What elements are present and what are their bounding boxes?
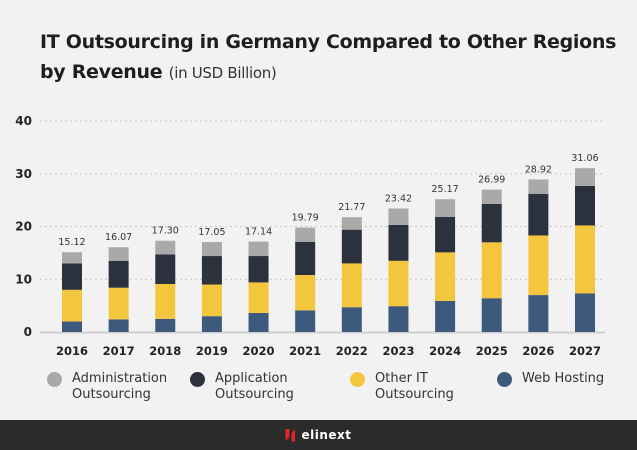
data-label: 17.14 xyxy=(245,227,272,238)
chart-title: IT Outsourcing in Germany Compared to Ot… xyxy=(40,27,637,88)
footer: elinext xyxy=(0,420,637,450)
legend-item-administration: Administration Outsourcing xyxy=(47,371,167,403)
data-label: 17.05 xyxy=(198,227,225,238)
bar-segment xyxy=(481,189,502,204)
bar-segment xyxy=(62,321,82,332)
bar-segment xyxy=(341,263,362,308)
stacked-bar-chart: 0 10 20 30 40 15.12 2016 16.07 2017 17.30 2018 17.0… xyxy=(15,114,605,358)
bar-segment xyxy=(528,193,549,236)
legend-item-application: Application Outsourcing xyxy=(190,371,294,403)
chart-title-text: IT Outsourcing in Germany Compared to Ot… xyxy=(40,31,617,83)
chart-subtitle: (in USD Billion) xyxy=(168,64,277,82)
x-tick-label: 2027 xyxy=(569,344,601,358)
legend-swatch xyxy=(350,372,365,387)
bar-segment xyxy=(528,235,549,296)
bar-segment xyxy=(201,284,222,317)
bar-segment xyxy=(341,217,362,230)
legend-label: Administration Outsourcing xyxy=(72,371,168,402)
y-tick-label: 20 xyxy=(15,220,32,234)
x-tick-label: 2021 xyxy=(289,344,321,358)
x-tick-label: 2017 xyxy=(103,344,135,358)
logo-text: elinext xyxy=(301,428,352,442)
y-tick-label: 10 xyxy=(15,272,32,286)
x-tick-label: 2016 xyxy=(56,344,88,358)
x-tick-label: 2022 xyxy=(336,344,368,358)
bar-segment xyxy=(435,300,456,332)
bar-segment xyxy=(155,283,176,319)
legend-swatch xyxy=(497,372,512,387)
bar-segment xyxy=(295,310,316,332)
bar-segment xyxy=(108,319,129,332)
bar-segment xyxy=(155,318,176,332)
legend-item-other-it: Other IT Outsourcing xyxy=(350,371,454,403)
data-label: 15.12 xyxy=(58,237,85,248)
legend-swatch xyxy=(190,372,205,387)
bar-segment xyxy=(62,252,82,264)
x-tick-label: 2024 xyxy=(429,344,461,358)
bar-segment xyxy=(575,293,595,332)
bar-segment xyxy=(435,217,456,253)
bar-segment xyxy=(481,298,502,332)
bar-segment xyxy=(388,224,409,261)
bar-segment xyxy=(435,252,456,301)
legend-label: Application Outsourcing xyxy=(215,371,294,402)
bar-segment xyxy=(575,185,595,226)
bar-segment xyxy=(435,199,456,218)
bar-segment xyxy=(248,241,269,257)
bar-segment xyxy=(248,313,269,332)
bar-segment xyxy=(481,203,502,243)
x-tick-label: 2018 xyxy=(149,344,181,358)
bar-segment xyxy=(201,256,222,285)
y-tick-label: 40 xyxy=(15,114,32,128)
x-tick-label: 2019 xyxy=(196,344,228,358)
bar-segment xyxy=(201,242,222,257)
elinext-logo: elinext xyxy=(285,428,351,442)
data-label: 28.92 xyxy=(525,164,552,175)
bar-segment xyxy=(341,307,362,332)
data-label: 17.30 xyxy=(152,226,179,237)
bar-segment xyxy=(295,241,316,276)
bar-segment xyxy=(248,256,269,283)
data-label: 16.07 xyxy=(105,232,132,243)
data-label: 25.17 xyxy=(431,184,458,195)
legend-item-web-hosting: Web Hosting xyxy=(497,371,604,387)
logo-mark-icon xyxy=(285,428,296,442)
bar-segment xyxy=(201,316,222,332)
bar-segment xyxy=(108,287,129,320)
legend-label: Other IT Outsourcing xyxy=(375,371,454,402)
bar-segment xyxy=(528,179,549,194)
bar-segment xyxy=(575,168,595,186)
data-label: 19.79 xyxy=(292,213,319,224)
y-tick-label: 0 xyxy=(24,325,32,339)
legend: Administration Outsourcing Application O… xyxy=(0,371,637,411)
bar-segment xyxy=(295,227,316,242)
bar-segment xyxy=(481,242,502,299)
x-tick-label: 2023 xyxy=(382,344,414,358)
bar-segment xyxy=(341,229,362,264)
legend-swatch xyxy=(47,372,62,387)
bar-segment xyxy=(388,260,409,307)
x-tick-label: 2020 xyxy=(243,344,275,358)
data-label: 23.42 xyxy=(385,193,412,204)
data-label: 21.77 xyxy=(338,202,365,213)
bar-segment xyxy=(528,295,549,332)
bar-segment xyxy=(155,240,176,255)
data-label: 31.06 xyxy=(571,153,598,164)
bar-segment xyxy=(575,225,595,294)
bar-segment xyxy=(155,254,176,284)
bar-segment xyxy=(248,282,269,314)
y-tick-label: 30 xyxy=(15,167,32,181)
legend-label: Web Hosting xyxy=(522,371,605,386)
x-tick-label: 2026 xyxy=(522,344,554,358)
bar-segment xyxy=(295,275,316,311)
x-tick-label: 2025 xyxy=(476,344,508,358)
bar-segment xyxy=(62,263,82,290)
data-label: 26.99 xyxy=(478,175,505,186)
bar-segment xyxy=(388,208,409,225)
bar-segment xyxy=(388,306,409,332)
bar-segment xyxy=(62,289,82,322)
bar-segment xyxy=(108,260,129,288)
bar-segment xyxy=(108,247,129,261)
